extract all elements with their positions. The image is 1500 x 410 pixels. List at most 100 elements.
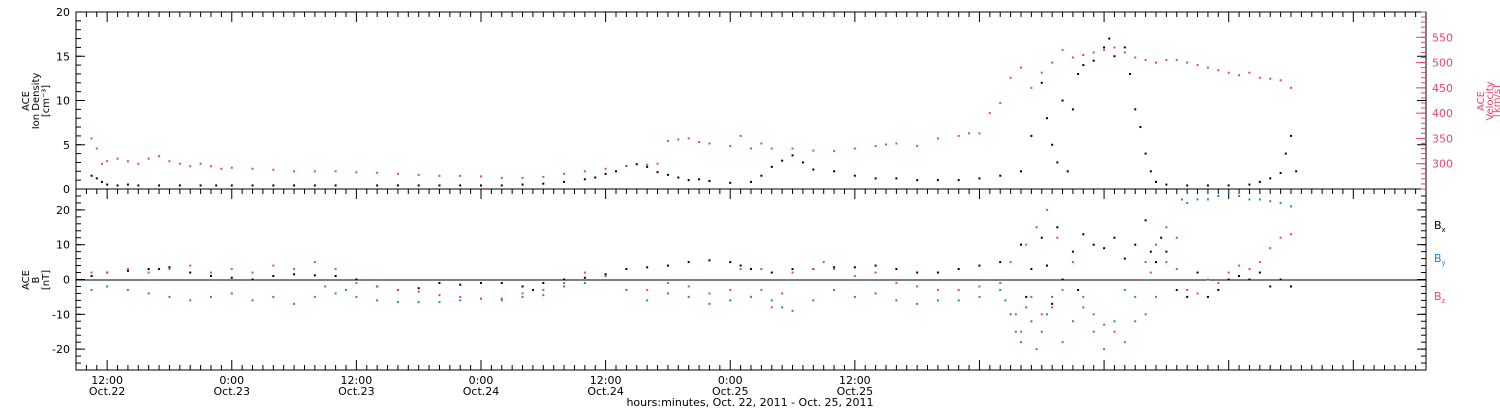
velocity-point <box>210 165 212 168</box>
by-point <box>147 292 150 295</box>
bx-point <box>708 259 711 262</box>
bz-point <box>781 292 784 295</box>
density-point <box>1248 183 1251 186</box>
by-point <box>1113 320 1116 323</box>
density-point <box>760 174 763 177</box>
velocity-point <box>988 112 991 115</box>
bz-point <box>1134 320 1137 323</box>
density-point <box>750 180 752 183</box>
bz-point <box>1082 295 1085 298</box>
density-point <box>417 184 420 187</box>
velocity-point <box>137 162 140 165</box>
bottom-left-tick-label: -10 <box>52 308 70 321</box>
by-point <box>355 295 358 298</box>
bx-point <box>666 264 669 267</box>
by-point <box>1175 236 1178 239</box>
velocity-point <box>1175 59 1178 62</box>
velocity-point <box>760 142 763 145</box>
bz-point <box>1175 268 1178 271</box>
by-point <box>833 288 836 291</box>
velocity-point <box>1030 86 1033 89</box>
velocity-point <box>625 164 628 167</box>
density-point <box>1123 46 1126 49</box>
velocity-point <box>116 157 119 160</box>
density-point <box>1113 55 1116 58</box>
by-point <box>646 299 649 302</box>
density-point <box>1020 170 1022 173</box>
velocity-point <box>1290 86 1292 89</box>
top-ticks <box>76 11 1426 190</box>
density-point <box>677 176 680 179</box>
bz-point <box>1030 295 1033 298</box>
x-tick-time-label: 0:00 <box>718 374 743 387</box>
by-point <box>781 306 784 309</box>
velocity-point <box>168 160 171 163</box>
by-point <box>1030 320 1033 323</box>
velocity-point <box>1009 76 1012 79</box>
bx-point <box>978 264 981 267</box>
density-point <box>100 180 103 183</box>
bx-point <box>90 275 93 278</box>
bz-point <box>272 264 275 267</box>
by-point <box>293 302 296 305</box>
bx-point <box>563 278 566 281</box>
by-point <box>1227 191 1230 194</box>
bz-point <box>1165 261 1168 264</box>
top-right-title-line3: [km/s] <box>1492 85 1500 117</box>
bz-point <box>293 268 296 271</box>
bx-point <box>230 276 233 279</box>
density-point <box>500 184 503 187</box>
density-point <box>396 184 399 187</box>
density-point <box>1051 143 1054 146</box>
bz-point <box>1206 278 1209 281</box>
by-point <box>272 295 275 298</box>
by-point <box>978 295 981 298</box>
bz-point <box>729 288 732 291</box>
density-point <box>666 173 669 176</box>
bz-point <box>1238 264 1241 267</box>
velocity-point <box>833 150 836 153</box>
bx-point <box>272 275 275 278</box>
density-point <box>199 184 202 187</box>
bx-point <box>251 278 254 281</box>
bx-point <box>833 266 836 269</box>
velocity-point <box>656 162 659 165</box>
bz-point <box>1144 313 1147 316</box>
x-tick-time-label: 12:00 <box>91 374 123 387</box>
density-point <box>1279 172 1282 175</box>
density-point <box>1295 170 1298 173</box>
by-point <box>459 299 462 302</box>
bz-point <box>417 290 420 293</box>
bz-point <box>1040 313 1043 316</box>
by-point <box>895 299 898 302</box>
bx-point <box>355 278 358 281</box>
velocity-point <box>885 143 887 146</box>
by-point <box>1004 299 1007 302</box>
bx-point <box>1134 243 1137 246</box>
bx-point <box>147 268 150 271</box>
bottom-left-axis-title: ACE B [nT] <box>21 270 52 290</box>
x-tick-time-label: 12:00 <box>341 374 373 387</box>
bz-point <box>313 261 316 264</box>
x-tick-date-label: Oct.25 <box>712 385 749 398</box>
velocity-point <box>1206 66 1209 69</box>
density-point <box>1144 152 1147 155</box>
bx-point <box>1227 278 1230 281</box>
velocity-point <box>1248 71 1251 74</box>
x-tick-time-label: 12:00 <box>839 374 871 387</box>
velocity-point <box>220 167 223 170</box>
velocity-point <box>936 137 939 140</box>
bz-point <box>646 288 649 291</box>
bz-point <box>760 288 763 291</box>
density-point <box>137 184 140 187</box>
bx-point <box>625 268 628 271</box>
bx-point <box>1025 295 1028 298</box>
top-right-tick-label: 400 <box>1432 107 1453 120</box>
bx-point <box>583 276 586 279</box>
bottom-panel-data <box>90 191 1292 351</box>
top-left-tick-label: 0 <box>63 183 70 196</box>
velocity-point <box>1020 66 1022 69</box>
by-point <box>168 295 171 298</box>
legend-bz: Bz <box>1434 290 1446 305</box>
bz-point <box>936 288 939 291</box>
